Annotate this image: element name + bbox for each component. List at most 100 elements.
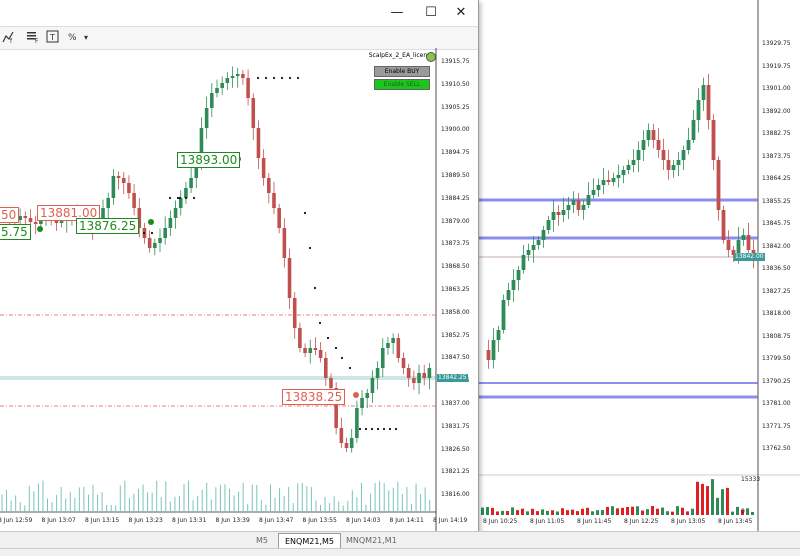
price-axis-label: 13894.75 (441, 149, 470, 157)
volume-bar (741, 509, 744, 515)
trail-dot (358, 427, 362, 431)
trail-dot (326, 336, 330, 340)
candle-body (324, 358, 328, 378)
ea-status-icon (426, 52, 436, 62)
volume-bar (636, 506, 639, 515)
candle-body (721, 210, 726, 240)
tab-enqm21-m5[interactable]: ENQM21,M5 (278, 533, 341, 549)
price-axis-label: 13799.50 (762, 355, 791, 362)
volume-bar (686, 511, 689, 515)
chevron-down-icon[interactable]: ▾ (84, 33, 89, 42)
background-price-chart[interactable] (479, 0, 800, 531)
maximize-button[interactable]: ☐ (425, 5, 437, 20)
candle-body (422, 373, 427, 378)
price-axis-label: 13781.00 (762, 400, 791, 407)
candle-body (496, 330, 501, 340)
trail-dot (370, 427, 374, 431)
trail-dot (272, 76, 276, 80)
candle-body (173, 208, 178, 218)
volume-bar (551, 510, 554, 515)
volume-bar (716, 497, 719, 515)
candle-body (506, 290, 511, 300)
price-axis-label: 13929.75 (762, 40, 791, 47)
svg-text:F: F (35, 38, 39, 44)
price-axis-label: 13821.25 (441, 468, 470, 476)
candle-body (591, 190, 596, 195)
candle-body (272, 193, 276, 208)
trail-dot (150, 231, 154, 235)
candle-body (225, 78, 230, 83)
trail-dot (334, 346, 338, 350)
indicators-icon[interactable]: f (2, 30, 16, 46)
price-axis-label: 13808.75 (762, 332, 791, 340)
close-button[interactable]: ✕ (455, 5, 467, 20)
volume-bar (486, 506, 489, 515)
background-current-price-tag: 13842.00 (734, 253, 765, 261)
price-annotation-red: 13881.00 (37, 205, 101, 221)
tab-mnqm21-m1[interactable]: MNQM21,M1 (346, 536, 397, 545)
templates-icon[interactable]: F (26, 30, 40, 46)
trail-dot (264, 76, 268, 80)
candle-body (246, 78, 250, 98)
candle-body (287, 258, 292, 298)
volume-bar (496, 511, 499, 515)
candle-body (616, 175, 621, 178)
volume-bar (581, 508, 584, 515)
signal-marker (353, 392, 359, 398)
price-axis-label: 13790.25 (762, 377, 791, 385)
price-axis-label: 13855.25 (762, 197, 791, 205)
candle-body (611, 178, 616, 182)
candle-body (571, 200, 576, 205)
candle-body (241, 74, 245, 78)
candle-body (355, 408, 359, 438)
candle-body (686, 140, 691, 150)
text-icon[interactable]: T (46, 30, 60, 46)
candle-body (168, 218, 173, 228)
candle-body (412, 378, 416, 383)
candle-body (39, 220, 43, 224)
candle-body (691, 120, 696, 140)
tab-m5[interactable]: M5 (256, 536, 268, 545)
candle-body (526, 250, 531, 255)
candle-body (147, 238, 152, 248)
front-chart-window[interactable]: — ☐ ✕ f F T % ▾ 13915.75 13910.50 13905.25… (0, 0, 479, 549)
enable-sell-button[interactable]: Enable SELL (374, 79, 430, 90)
candle-body (386, 343, 390, 348)
background-chart-window[interactable]: 13929.75 13919.75 13901.00 13892.00 13882.75… (478, 0, 800, 555)
candle-body (746, 235, 751, 250)
price-axis-label: 13884.25 (441, 194, 470, 202)
volume-bar (606, 506, 609, 515)
candle-body (736, 240, 741, 255)
price-axis-label: 13901.00 (762, 85, 791, 92)
candle-body (741, 235, 746, 240)
time-axis-label: 8 Jun 13:05 (671, 518, 706, 525)
percent-icon[interactable]: % (68, 33, 77, 43)
volume-bar (501, 510, 504, 515)
time-axis-label: 8 Jun 11:05 (530, 518, 565, 525)
front-current-price-tag: 13842.25 (437, 374, 468, 382)
candle-body (561, 210, 566, 215)
time-axis-label: 8 Jun 13:31 (172, 517, 207, 524)
price-annotation-green: 5.75 (0, 224, 31, 240)
trail-dot (296, 76, 300, 80)
price-axis-label: 13889.50 (441, 172, 470, 179)
candle-body (235, 74, 240, 76)
candle-body (581, 205, 586, 210)
volume-bar (596, 510, 599, 515)
chart-tab-bar: M5 ENQM21,M5 MNQM21,M1 (0, 531, 800, 549)
candle-body (521, 255, 526, 270)
volume-bar (671, 511, 674, 515)
trail-dot (394, 427, 398, 431)
price-axis-label: 13900.00 (441, 126, 470, 134)
signal-marker (37, 226, 43, 232)
minimize-button[interactable]: — (390, 5, 404, 20)
candle-body (313, 348, 318, 350)
window-title-bar[interactable]: — ☐ ✕ (0, 0, 478, 26)
candle-body (711, 120, 716, 160)
candle-body (54, 220, 59, 223)
front-price-chart[interactable] (0, 48, 478, 531)
candle-body (127, 183, 131, 193)
enable-buy-button[interactable]: Enable BUY (374, 66, 430, 77)
price-axis-label: 13915.75 (441, 58, 470, 65)
candle-body (132, 193, 136, 208)
